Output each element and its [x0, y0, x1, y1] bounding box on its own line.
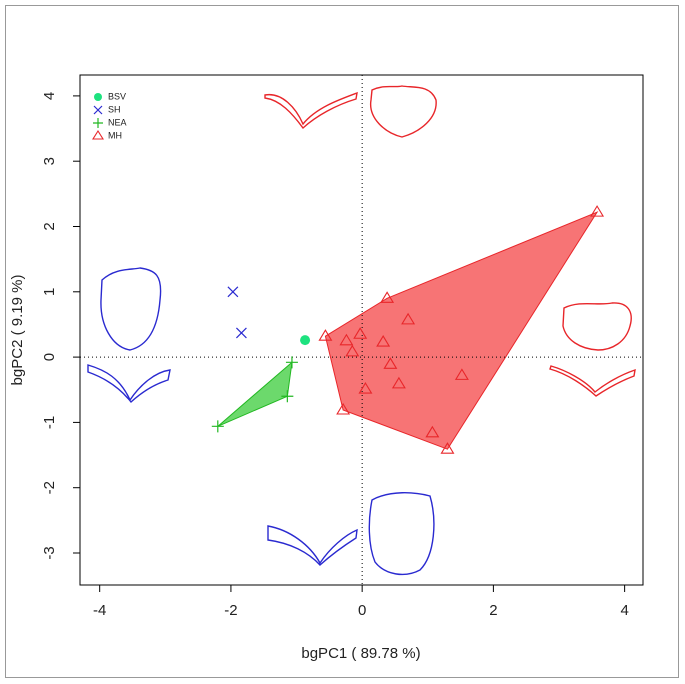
y-tick-label: 1 [41, 288, 58, 296]
x-tick-label: 2 [489, 602, 497, 619]
frame [5, 5, 679, 678]
legend-marker [93, 105, 103, 115]
point [300, 335, 311, 346]
x-tick-label: -2 [224, 602, 237, 619]
point [358, 382, 373, 394]
point [383, 357, 398, 369]
point [401, 312, 416, 325]
wing-outline [549, 365, 636, 397]
x-axis-label: bgPC1 ( 89.78 %) [301, 645, 420, 662]
legend-label: MH [108, 130, 122, 140]
shell-outline [370, 85, 437, 138]
point [425, 425, 440, 438]
point [454, 368, 469, 380]
wing-outline [267, 525, 358, 566]
y-tick-label: -2 [41, 481, 58, 494]
legend-marker [93, 118, 103, 128]
point [318, 329, 333, 341]
legend: BSV SH NEA MH [92, 91, 127, 140]
legend-marker [92, 129, 104, 140]
x-tick-label: 0 [358, 602, 366, 619]
y-tick-label: 2 [41, 222, 58, 230]
point [590, 205, 605, 217]
legend-label: NEA [108, 117, 127, 127]
x-tick-label: -4 [93, 602, 106, 619]
shell-outline [368, 492, 435, 576]
wing-outline [264, 91, 358, 130]
point [227, 286, 239, 298]
x-tick-label: 4 [620, 602, 628, 619]
point [391, 376, 406, 389]
point [345, 344, 360, 357]
y-tick-label: 3 [41, 157, 58, 165]
hull [324, 211, 599, 450]
point [440, 442, 455, 454]
y-tick-label: 4 [41, 92, 58, 100]
point [285, 356, 298, 369]
point [353, 327, 368, 339]
point [235, 327, 247, 339]
point [211, 420, 224, 433]
point [339, 333, 354, 346]
plot-box [79, 74, 644, 586]
y-axis-label: bgPC2 ( 9.19 %) [9, 275, 26, 386]
shell-outline [100, 267, 162, 351]
y-tick-label: -3 [41, 546, 58, 559]
wing-outline [87, 364, 171, 404]
point [376, 335, 391, 347]
legend-label: SH [108, 104, 121, 114]
y-tick-label: 0 [41, 353, 58, 361]
point [336, 402, 351, 415]
legend-label: BSV [108, 91, 126, 101]
y-tick-label: -1 [41, 416, 58, 429]
point [281, 390, 294, 403]
legend-marker [94, 93, 102, 101]
hull [217, 361, 293, 427]
shape-outlines [87, 85, 636, 576]
point [380, 291, 395, 303]
shell-outline [562, 302, 632, 351]
